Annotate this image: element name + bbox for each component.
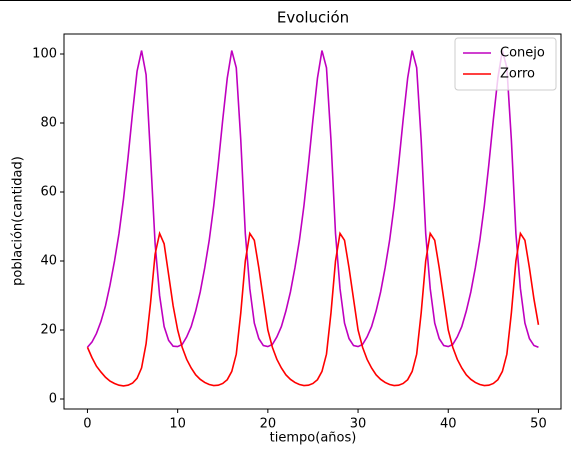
x-tick-label: 20 (260, 417, 277, 432)
y-tick-label: 40 (40, 254, 57, 269)
y-tick-label: 100 (32, 47, 57, 62)
plot-frame (63, 33, 562, 410)
x-tick-label: 40 (440, 417, 457, 432)
y-axis-label: población(cantidad) (11, 156, 26, 286)
series-line (86, 230, 540, 387)
series-line (86, 50, 539, 348)
x-tick-label: 50 (530, 417, 547, 432)
x-tick-label: 10 (169, 417, 186, 432)
legend-label: Zorro (500, 67, 535, 82)
legend-box (454, 37, 557, 91)
y-tick-label: 80 (40, 116, 57, 131)
x-tick-label: 0 (83, 417, 91, 432)
x-axis-label: tiempo(años) (270, 431, 357, 446)
y-tick-label: 20 (40, 322, 57, 337)
y-tick-label: 0 (49, 391, 57, 406)
x-tick-label: 30 (350, 417, 367, 432)
legend-label: Conejo (500, 46, 545, 61)
y-tick-label: 60 (40, 185, 57, 200)
chart-title: Evolución (277, 9, 349, 27)
